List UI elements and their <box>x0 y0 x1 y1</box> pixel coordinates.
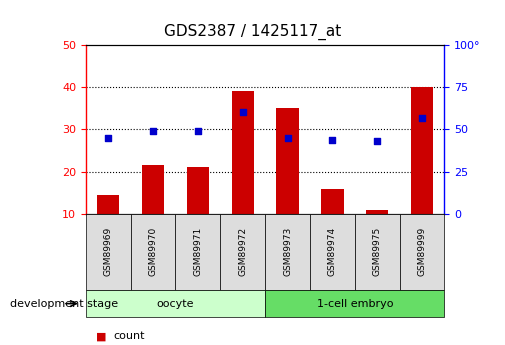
Text: oocyte: oocyte <box>157 299 194 308</box>
Point <box>373 138 381 144</box>
Bar <box>321 188 343 214</box>
Point <box>418 115 426 120</box>
Text: GSM89999: GSM89999 <box>418 227 427 276</box>
Text: GSM89970: GSM89970 <box>148 227 158 276</box>
Text: GSM89974: GSM89974 <box>328 227 337 276</box>
Bar <box>142 165 164 214</box>
Text: GSM89969: GSM89969 <box>104 227 113 276</box>
Point <box>283 135 291 141</box>
Text: GSM89973: GSM89973 <box>283 227 292 276</box>
Point <box>328 137 336 142</box>
Bar <box>411 87 433 214</box>
Text: 1-cell embryo: 1-cell embryo <box>317 299 393 308</box>
Text: GSM89971: GSM89971 <box>193 227 203 276</box>
Point <box>149 128 157 134</box>
Bar <box>276 108 299 214</box>
Text: GDS2387 / 1425117_at: GDS2387 / 1425117_at <box>164 24 341 40</box>
Text: ■: ■ <box>96 331 107 341</box>
Point <box>194 128 202 134</box>
Point <box>104 135 112 141</box>
Text: GSM89975: GSM89975 <box>373 227 382 276</box>
Bar <box>97 195 120 214</box>
Text: development stage: development stage <box>10 299 118 308</box>
Text: count: count <box>114 331 145 341</box>
Bar <box>231 91 254 214</box>
Point <box>239 110 247 115</box>
Bar <box>187 167 209 214</box>
Bar <box>366 210 388 214</box>
Text: GSM89972: GSM89972 <box>238 227 247 276</box>
